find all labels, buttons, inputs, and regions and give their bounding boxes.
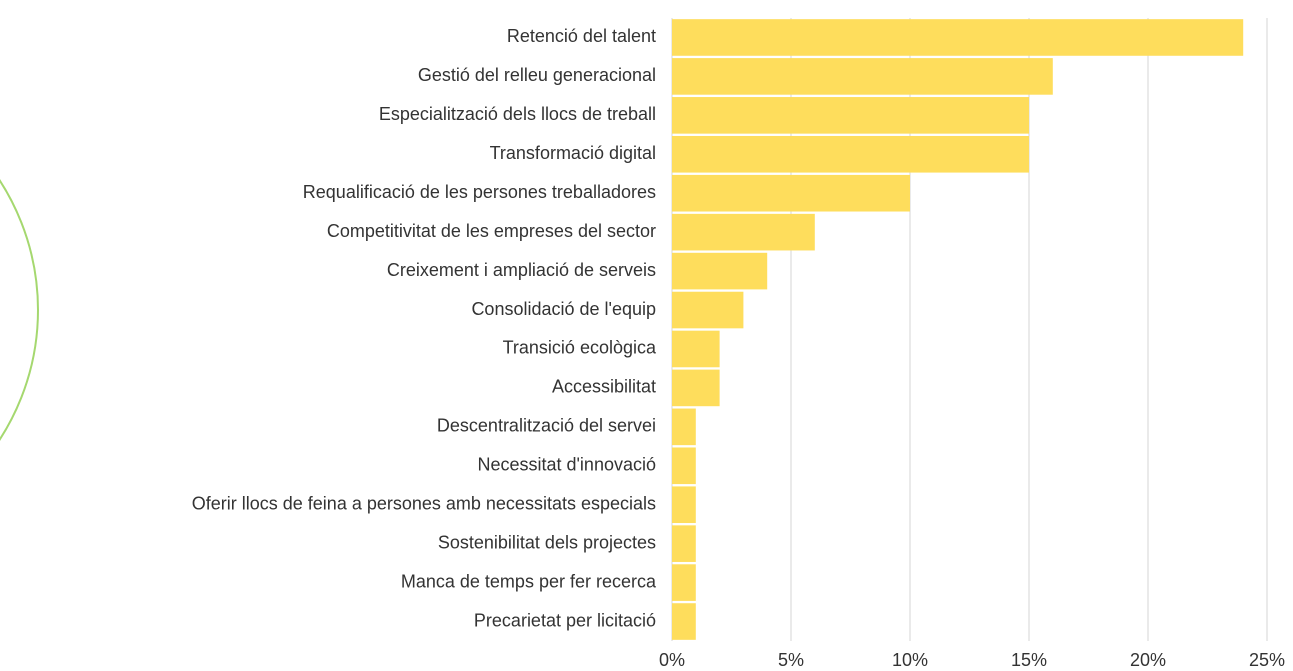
y-tick-label: Consolidació de l'equip [471, 299, 656, 319]
y-tick-label: Especialització dels llocs de treball [379, 104, 656, 124]
y-tick-label: Transició ecològica [503, 338, 657, 358]
bar [672, 486, 696, 524]
y-tick-label: Gestió del relleu generacional [418, 65, 656, 85]
bar [672, 135, 1029, 173]
bar [672, 174, 910, 212]
bar [672, 447, 696, 485]
y-tick-label: Requalificació de les persones treballad… [303, 182, 656, 202]
y-tick-label: Descentralització del servei [437, 416, 656, 436]
bar [672, 213, 815, 251]
bar [672, 408, 696, 446]
x-tick-label: 5% [778, 650, 804, 670]
y-tick-label: Precarietat per licitació [474, 610, 656, 630]
y-tick-label: Manca de temps per fer recerca [401, 571, 657, 591]
bar [672, 564, 696, 601]
x-tick-label: 0% [659, 650, 685, 670]
bar [672, 603, 696, 640]
bar [672, 330, 720, 368]
bar [672, 58, 1053, 95]
bar [672, 291, 744, 329]
bar [672, 97, 1029, 134]
bar [672, 525, 696, 562]
y-tick-label: Competitivitat de les empreses del secto… [327, 221, 656, 241]
x-tick-label: 20% [1130, 650, 1166, 670]
y-tick-label: Creixement i ampliació de serveis [387, 260, 656, 280]
x-tick-label: 15% [1011, 650, 1047, 670]
y-tick-label: Oferir llocs de feina a persones amb nec… [192, 493, 656, 513]
y-tick-label: Accessibilitat [552, 377, 656, 397]
bar [672, 19, 1244, 56]
x-tick-label: 10% [892, 650, 928, 670]
bar [672, 369, 720, 407]
decoration-arc [0, 179, 39, 441]
bar [672, 252, 768, 290]
y-tick-label: Transformació digital [490, 143, 656, 163]
y-tick-label: Sostenibilitat dels projectes [438, 532, 656, 552]
y-tick-label: Retenció del talent [507, 26, 656, 46]
x-tick-label: 25% [1249, 650, 1285, 670]
y-tick-label: Necessitat d'innovació [477, 455, 656, 475]
